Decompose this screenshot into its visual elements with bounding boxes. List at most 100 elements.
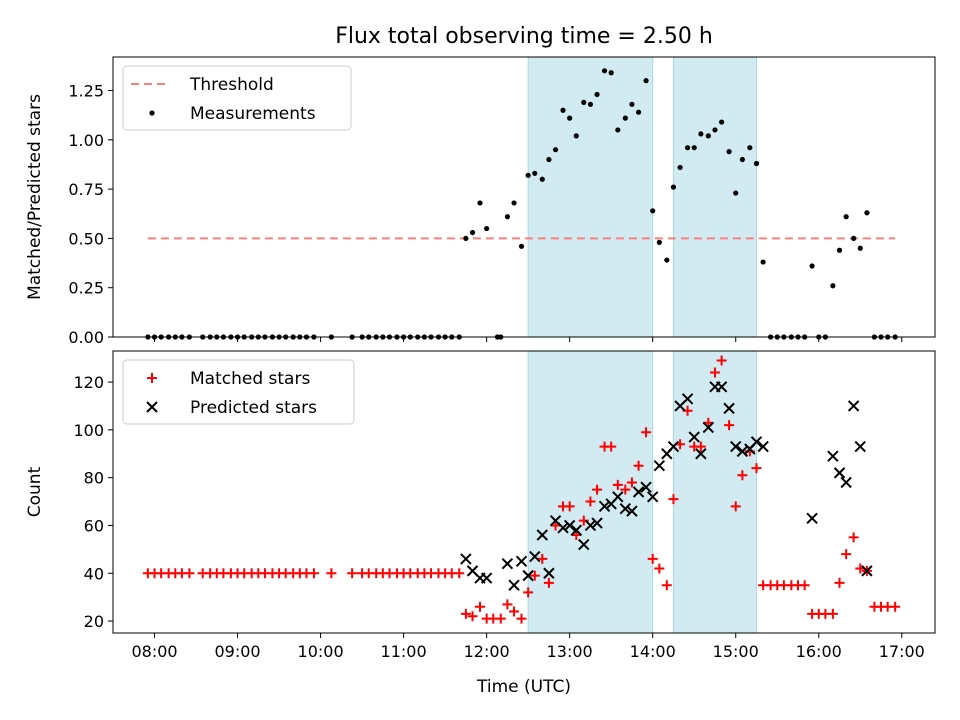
shaded-interval-2 (672, 56, 757, 338)
matched-point (495, 613, 506, 624)
measurement-point (836, 247, 843, 253)
matched-point (184, 568, 195, 579)
predicted-point (702, 421, 715, 434)
matched-point (834, 577, 845, 588)
measurement-point (726, 149, 732, 155)
predicted-point (854, 440, 866, 453)
measurement-point (567, 115, 573, 121)
measurement-point (851, 235, 857, 242)
measurement-point (573, 133, 579, 139)
shaded-interval-1 (527, 56, 654, 338)
measurement-point (587, 101, 594, 107)
predicted-point (640, 481, 652, 493)
matched-point (571, 530, 582, 541)
y-tick-label: 0.00 (68, 328, 104, 347)
ratio-panel: Matched/Predicted stars 0.00 0.25 0.50 0.75 1… (25, 56, 936, 347)
measurement-point (760, 259, 766, 265)
matched-point (737, 470, 748, 481)
measurement-point (608, 70, 614, 76)
predicted-point (750, 436, 763, 448)
measurement-point (670, 184, 677, 190)
predicted-point (578, 538, 590, 551)
measurement-point (629, 101, 635, 107)
predicted-point (688, 431, 700, 443)
x-tick-label: 15:00 (713, 642, 759, 661)
matched-point (709, 367, 720, 378)
predicted-point (529, 550, 541, 563)
matched-point (537, 553, 548, 564)
matched-point (474, 601, 485, 612)
measurement-point (747, 145, 753, 151)
measurement-point (463, 235, 469, 242)
legend-label: Predicted stars (190, 398, 317, 418)
predicted-point (508, 579, 520, 591)
matched-point (668, 494, 679, 505)
measurement-point (594, 91, 600, 98)
predicted-point (591, 517, 603, 529)
legend-label: Threshold (189, 75, 274, 95)
matched-point (890, 601, 901, 612)
predicted-point (736, 445, 749, 458)
predicted-point (730, 440, 742, 453)
measurement-point (656, 239, 662, 245)
measurement-point (753, 160, 760, 167)
y-tick-label: 0.25 (68, 279, 104, 298)
legend-predicted-swatch (146, 401, 158, 413)
matched-point (308, 568, 319, 579)
matched-point (620, 484, 631, 495)
y-tick-label: 1.25 (68, 82, 104, 101)
y-tick-label: 0.50 (68, 229, 104, 248)
measurement-point (719, 119, 725, 125)
matched-point (516, 613, 527, 624)
matched-point (841, 549, 852, 560)
measurement-point (698, 131, 704, 137)
matched-point (612, 479, 623, 490)
matched-point (799, 580, 810, 591)
predicted-point (653, 460, 666, 472)
x-tick-label: 17:00 (879, 642, 925, 661)
y-axis-label: Matched/Predicted stars (25, 94, 45, 300)
matched-point (716, 355, 727, 366)
x-tick-label: 08:00 (131, 642, 177, 661)
matched-point (460, 608, 471, 619)
matched-point (633, 460, 644, 471)
legend-measurement-swatch (149, 110, 155, 116)
matched-point (626, 477, 637, 488)
matched-point (523, 587, 534, 598)
y-tick-label: 80 (84, 469, 104, 488)
predicted-point (667, 440, 680, 453)
x-tick-label: 16:00 (796, 642, 842, 661)
measurement-point (830, 283, 836, 289)
y-tick-label: 60 (84, 516, 104, 535)
matched-point (751, 463, 762, 474)
matched-point (730, 501, 741, 512)
y-tick-label: 120 (73, 373, 104, 392)
measurement-point (705, 133, 711, 139)
measurement-point (733, 190, 739, 196)
x-tick-label: 14:00 (630, 642, 676, 661)
predicted-point (563, 519, 576, 532)
legend-matched-swatch (147, 373, 157, 383)
measurement-point (635, 109, 642, 115)
figure-title: Flux total observing time = 2.50 h (335, 24, 713, 49)
matched-point (606, 441, 617, 452)
measurement-point (857, 245, 863, 251)
measurement-point (712, 127, 718, 133)
matched-point (661, 580, 672, 591)
x-tick-label: 13:00 (547, 642, 593, 661)
matched-point (509, 606, 520, 617)
matched-point (592, 484, 603, 495)
predicted-point (543, 567, 555, 579)
predicted-point (715, 381, 728, 393)
measurement-point (546, 156, 552, 163)
measurement-point (677, 164, 683, 171)
measurement-point (469, 229, 476, 236)
predicted-point (827, 450, 839, 462)
predicted-point (632, 486, 645, 498)
matched-point (695, 441, 706, 452)
measurement-point (864, 210, 870, 216)
matched-point (827, 608, 838, 619)
measurement-point (518, 243, 525, 249)
predicted-point (584, 519, 597, 532)
